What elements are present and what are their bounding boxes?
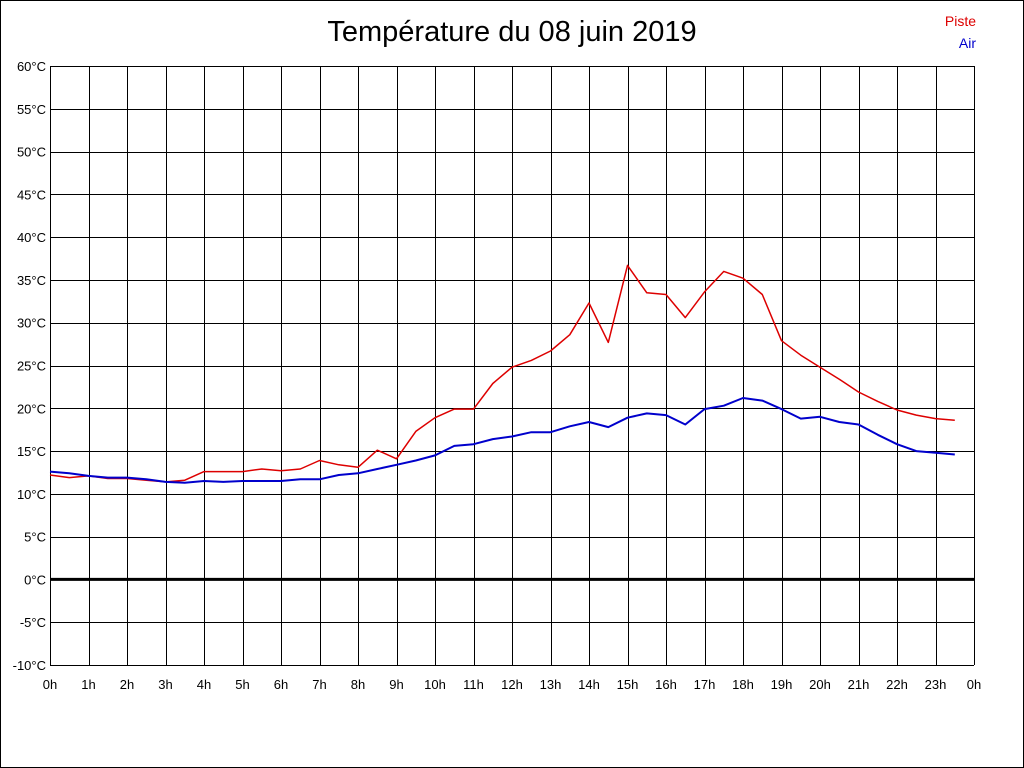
x-tick-label: 1h: [81, 677, 95, 692]
x-tick-label: 23h: [925, 677, 947, 692]
y-tick-label: 35°C: [17, 273, 46, 288]
x-tick-label: 10h: [424, 677, 446, 692]
series-line-piste: [49, 264, 955, 483]
y-tick-label: -5°C: [20, 615, 46, 630]
x-tick-label: 4h: [197, 677, 211, 692]
y-tick-label: 60°C: [17, 59, 46, 74]
x-tick-label: 0h: [967, 677, 981, 692]
x-tick-label: 22h: [886, 677, 908, 692]
legend-piste: Piste: [944, 13, 976, 29]
series-line-air: [49, 397, 955, 484]
x-tick-label: 13h: [540, 677, 562, 692]
chart-title: Température du 08 juin 2019: [327, 16, 697, 48]
y-tick-label: 0°C: [24, 572, 46, 587]
y-tick-label: 15°C: [17, 444, 46, 459]
y-tick-label: 10°C: [17, 487, 46, 502]
y-tick-label: 40°C: [17, 230, 46, 245]
x-tick-label: 7h: [312, 677, 326, 692]
x-tick-label: 19h: [771, 677, 793, 692]
x-tick-label: 9h: [389, 677, 403, 692]
y-tick-label: 45°C: [17, 187, 46, 202]
y-tick-label: 55°C: [17, 102, 46, 117]
x-tick-label: 6h: [274, 677, 288, 692]
x-tick-label: 14h: [578, 677, 600, 692]
y-tick-label: 50°C: [17, 145, 46, 160]
x-tick-label: 12h: [501, 677, 523, 692]
x-tick-label: 16h: [655, 677, 677, 692]
x-tick-label: 8h: [351, 677, 365, 692]
x-tick-label: 2h: [120, 677, 134, 692]
y-tick-label: 20°C: [17, 401, 46, 416]
y-tick-label: -10°C: [13, 658, 46, 673]
x-tick-label: 17h: [694, 677, 716, 692]
x-tick-label: 21h: [848, 677, 870, 692]
legend-air: Air: [958, 35, 976, 51]
x-tick-label: 3h: [158, 677, 172, 692]
x-tick-label: 5h: [235, 677, 249, 692]
x-tick-label: 0h: [43, 677, 57, 692]
x-tick-label: 15h: [617, 677, 639, 692]
x-tick-label: 18h: [732, 677, 754, 692]
y-tick-label: 5°C: [24, 530, 46, 545]
x-tick-label: 11h: [463, 677, 484, 692]
x-tick-label: 20h: [809, 677, 831, 692]
y-tick-label: 30°C: [17, 316, 46, 331]
y-tick-label: 25°C: [17, 359, 46, 374]
